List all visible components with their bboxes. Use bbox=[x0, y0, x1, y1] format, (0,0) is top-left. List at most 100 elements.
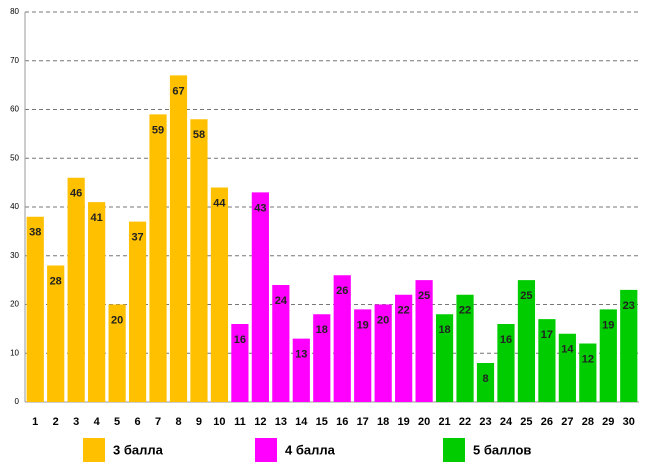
bar bbox=[456, 294, 474, 402]
legend-swatch bbox=[443, 438, 465, 462]
y-tick-label: 0 bbox=[15, 397, 20, 406]
x-tick-label: 22 bbox=[459, 416, 471, 428]
x-tick-label: 27 bbox=[561, 416, 573, 428]
x-tick-label: 16 bbox=[336, 416, 348, 428]
x-tick-label: 23 bbox=[479, 416, 491, 428]
x-tick-label: 15 bbox=[316, 416, 328, 428]
value-label: 46 bbox=[70, 188, 82, 200]
x-tick-label: 8 bbox=[175, 416, 181, 428]
value-label: 19 bbox=[602, 319, 614, 331]
y-tick-label: 60 bbox=[10, 105, 19, 114]
value-label: 20 bbox=[111, 314, 123, 326]
x-tick-label: 26 bbox=[541, 416, 553, 428]
bar bbox=[435, 314, 454, 402]
bar bbox=[128, 221, 147, 402]
x-tick-label: 30 bbox=[623, 416, 635, 428]
value-label: 25 bbox=[418, 290, 430, 302]
bar bbox=[395, 294, 413, 402]
value-label: 41 bbox=[91, 212, 103, 224]
bar bbox=[251, 192, 269, 402]
x-tick-label: 6 bbox=[135, 416, 141, 428]
legend-label: 4 балла bbox=[285, 442, 336, 457]
value-label: 19 bbox=[357, 319, 369, 331]
value-label: 67 bbox=[172, 85, 184, 97]
bar bbox=[67, 177, 85, 402]
bar bbox=[231, 324, 249, 402]
x-tick-label: 9 bbox=[196, 416, 202, 428]
bar bbox=[497, 324, 515, 402]
y-tick-label: 20 bbox=[10, 300, 19, 309]
x-tick-label: 5 bbox=[114, 416, 120, 428]
value-label: 14 bbox=[561, 344, 574, 356]
value-label: 12 bbox=[582, 353, 594, 365]
bar bbox=[620, 289, 638, 402]
x-tick-label: 17 bbox=[357, 416, 369, 428]
value-label: 17 bbox=[541, 329, 553, 341]
value-label: 24 bbox=[275, 295, 288, 307]
value-label: 20 bbox=[377, 314, 389, 326]
value-label: 25 bbox=[520, 290, 532, 302]
x-tick-label: 3 bbox=[73, 416, 79, 428]
bar bbox=[517, 280, 536, 402]
value-label: 26 bbox=[336, 285, 348, 297]
x-tick-label: 10 bbox=[213, 416, 225, 428]
x-tick-label: 19 bbox=[398, 416, 410, 428]
bar bbox=[108, 304, 126, 402]
x-tick-label: 24 bbox=[500, 416, 513, 428]
y-tick-label: 30 bbox=[10, 251, 19, 260]
x-tick-label: 29 bbox=[602, 416, 614, 428]
value-label: 13 bbox=[295, 349, 307, 361]
x-tick-label: 14 bbox=[295, 416, 308, 428]
x-tick-label: 20 bbox=[418, 416, 430, 428]
y-tick-label: 80 bbox=[10, 7, 19, 16]
value-label: 23 bbox=[623, 300, 635, 312]
y-tick-label: 40 bbox=[10, 202, 19, 211]
x-tick-label: 2 bbox=[53, 416, 59, 428]
y-tick-label: 50 bbox=[10, 153, 19, 162]
value-label: 58 bbox=[193, 129, 205, 141]
bar bbox=[415, 280, 433, 402]
legend-label: 5 баллов bbox=[473, 442, 531, 457]
value-label: 37 bbox=[131, 232, 143, 244]
y-tick-label: 10 bbox=[10, 348, 19, 357]
bar bbox=[88, 202, 106, 402]
value-label: 22 bbox=[398, 305, 410, 317]
bar bbox=[579, 343, 597, 402]
x-tick-label: 21 bbox=[438, 416, 450, 428]
bar bbox=[374, 304, 392, 402]
value-label: 16 bbox=[234, 334, 246, 346]
bar bbox=[272, 285, 290, 402]
x-tick-label: 7 bbox=[155, 416, 161, 428]
bar bbox=[26, 216, 44, 402]
value-label: 18 bbox=[316, 324, 328, 336]
value-label: 18 bbox=[438, 324, 450, 336]
x-tick-label: 18 bbox=[377, 416, 389, 428]
y-tick-label: 70 bbox=[10, 56, 19, 65]
bar bbox=[292, 338, 310, 402]
value-label: 28 bbox=[50, 275, 62, 287]
bar bbox=[354, 309, 372, 402]
bar bbox=[333, 275, 351, 402]
bar bbox=[149, 114, 167, 402]
bar bbox=[476, 363, 495, 402]
x-tick-label: 28 bbox=[582, 416, 594, 428]
bar bbox=[169, 75, 188, 402]
bar bbox=[47, 265, 65, 402]
bar bbox=[558, 333, 576, 402]
x-tick-label: 13 bbox=[275, 416, 287, 428]
value-label: 43 bbox=[254, 202, 266, 214]
x-tick-label: 25 bbox=[520, 416, 532, 428]
x-tick-label: 1 bbox=[32, 416, 38, 428]
legend-swatch bbox=[255, 438, 277, 462]
value-label: 59 bbox=[152, 124, 164, 136]
x-tick-label: 12 bbox=[254, 416, 266, 428]
bar bbox=[538, 319, 556, 402]
legend-swatch bbox=[83, 438, 105, 462]
value-label: 38 bbox=[29, 227, 41, 239]
bar bbox=[599, 309, 617, 402]
bar bbox=[313, 314, 331, 402]
value-label: 22 bbox=[459, 305, 471, 317]
value-label: 44 bbox=[213, 197, 226, 209]
bar bbox=[210, 187, 229, 402]
